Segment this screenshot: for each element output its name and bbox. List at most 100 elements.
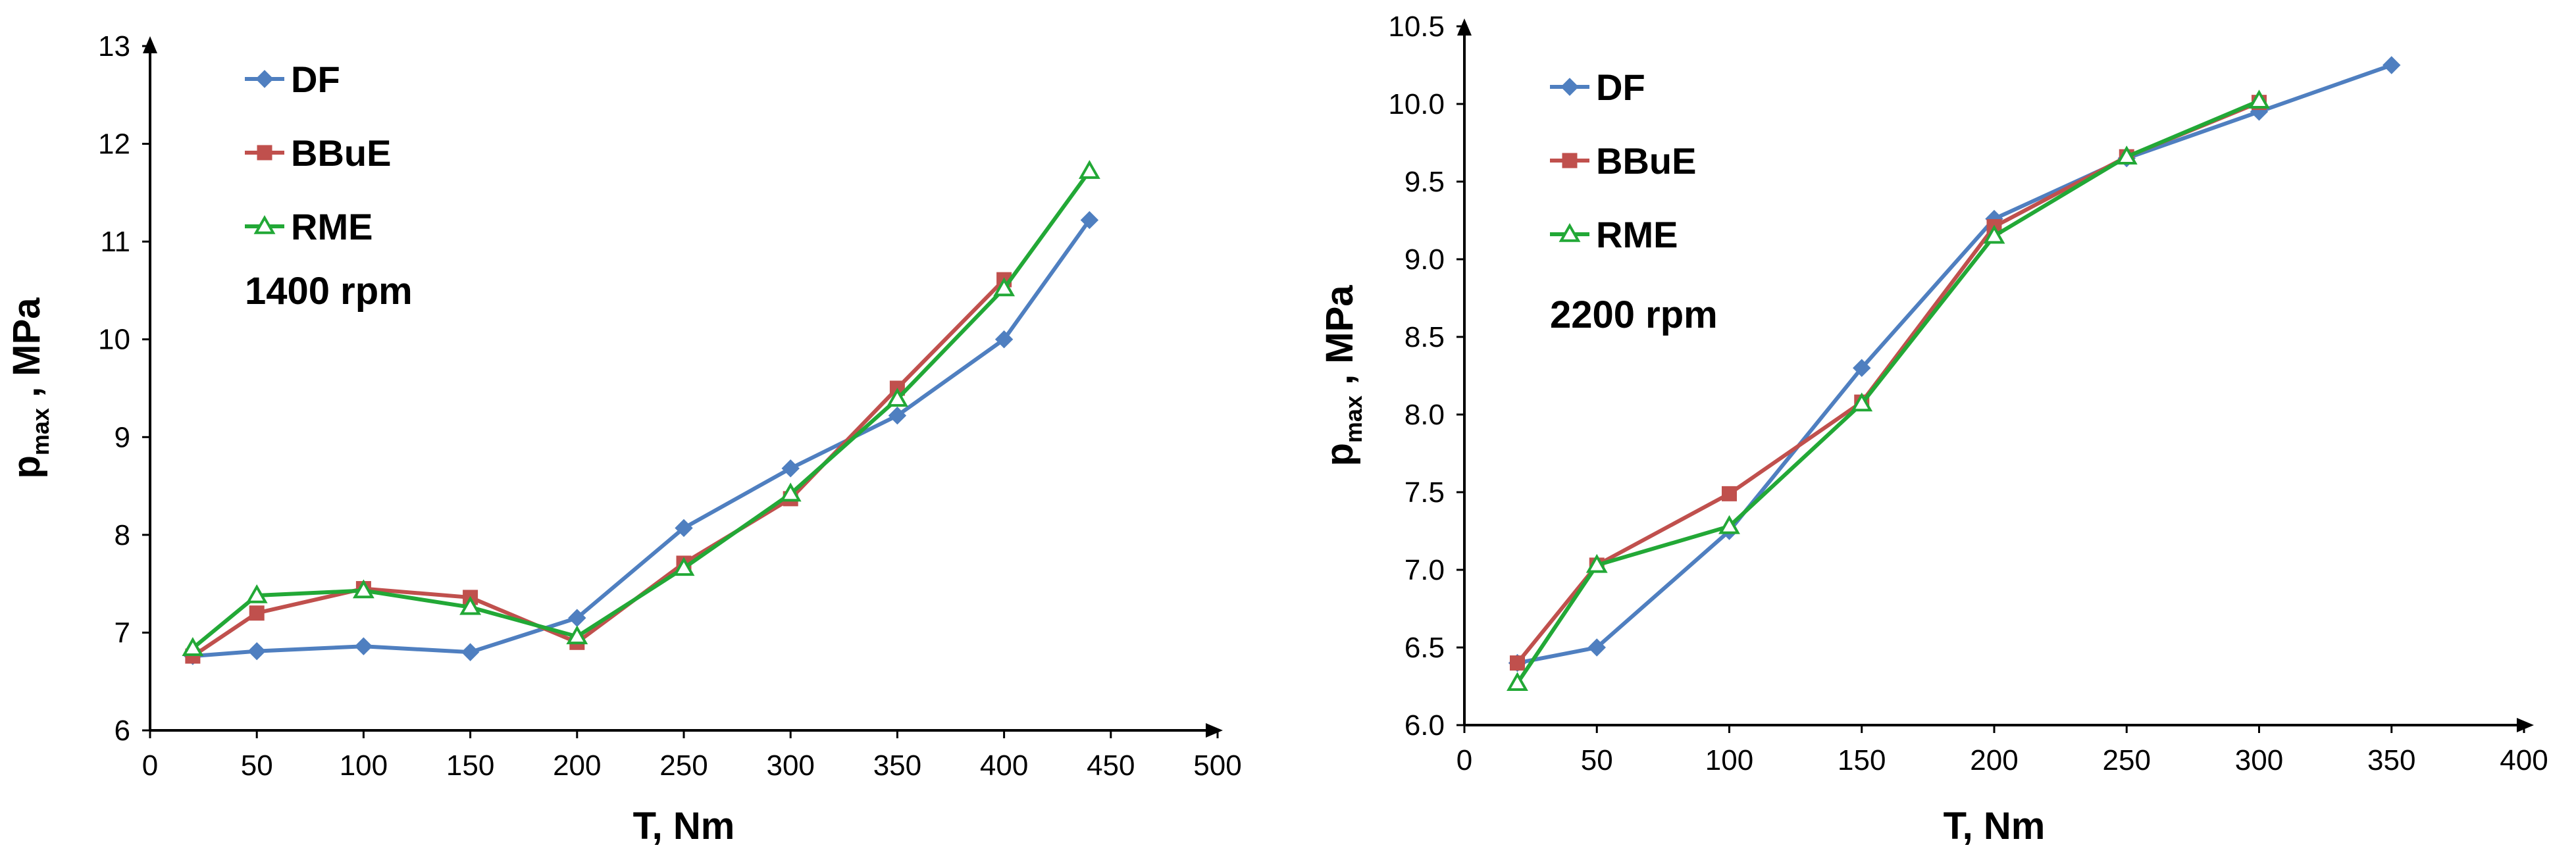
y-tick-label: 10 [98,324,130,356]
data-point-df [1587,638,1606,657]
series-rme [182,160,1100,656]
legend-item-bbue: BBuE [1550,140,1696,182]
data-point-rme [1718,515,1740,534]
data-point-rme [459,595,482,615]
legend-label: DF [291,59,340,100]
rpm-annotation: 1400 rpm [245,270,413,313]
x-tick-label: 0 [1456,744,1472,776]
data-point-bbue [249,605,265,621]
x-tick-label: 100 [1705,744,1753,776]
legend-label: BBuE [1596,140,1696,182]
data-point-df [461,643,480,661]
x-tick-label: 300 [766,749,814,782]
legend-label: RME [1596,214,1678,255]
legend-item-df: DF [245,59,340,100]
data-point-rme [1507,672,1528,692]
data-point-rme [993,277,1016,297]
y-tick-label: 8.0 [1404,399,1445,431]
y-tick-label: 10.5 [1388,11,1445,43]
x-tick-label: 200 [553,749,601,782]
data-point-df [675,519,693,538]
data-point-rme [779,482,802,502]
legend-item-rme: RME [1550,214,1678,255]
data-point-df [781,459,800,478]
data-point-rme [1078,160,1100,179]
data-point-rme [245,584,268,603]
data-point-rme [1983,224,2005,244]
y-tick-label: 6.0 [1404,709,1445,742]
data-point-rme [182,637,204,656]
y-tick-label: 8 [115,519,130,551]
data-point-df [1080,211,1099,230]
legend-label: BBuE [291,132,391,174]
series-rme [1507,89,2270,692]
data-point-df [1853,359,1871,377]
y-axis-arrowhead [143,36,157,53]
data-point-rme [886,388,908,407]
x-tick-label: 300 [2235,744,2283,776]
x-tick-label: 450 [1087,749,1135,782]
legend-marker [1560,78,1579,96]
legend-marker [253,215,276,234]
y-tick-label: 9.0 [1404,243,1445,276]
series-df [184,211,1099,665]
legend-marker [255,70,274,88]
data-point-rme [352,579,374,599]
x-tick-label: 200 [1970,744,2018,776]
x-tick-label: 400 [2500,744,2548,776]
data-point-bbue [1722,486,1737,501]
legend-item-bbue: BBuE [245,132,391,174]
x-tick-label: 0 [142,749,158,782]
legend-marker [1562,153,1578,168]
data-point-df [2383,56,2401,74]
x-tick-label: 250 [2103,744,2151,776]
data-point-rme [1585,553,1608,573]
legend-item-rme: RME [245,206,373,247]
data-point-rme [566,625,588,645]
data-point-df [247,642,266,661]
x-tick-label: 100 [340,749,388,782]
y-tick-label: 6 [115,715,130,747]
series-line-df [192,218,1091,659]
y-axis-label: pmax , MPa [1318,285,1367,467]
chart-2200-rpm: 0 50 100 150 200 250 300 350 400 6.0 6.5 7.0 7.5 8.0 8… [1318,11,2548,847]
x-tick-label: 150 [1838,744,1886,776]
x-tick-label: 350 [2367,744,2415,776]
legend-marker [1558,222,1581,242]
y-tick-label: 13 [98,30,130,63]
y-tick-label: 6.5 [1404,632,1445,664]
x-axis-label: T, Nm [1944,805,2046,847]
y-tick-label: 10.0 [1388,88,1445,120]
y-tick-label: 7.0 [1404,554,1445,586]
x-axis-label: T, Nm [633,805,735,847]
x-tick-label: 150 [446,749,494,782]
data-point-rme [673,557,695,576]
data-point-rme [1851,392,1873,412]
y-tick-label: 7.5 [1404,476,1445,509]
legend-item-df: DF [1550,66,1645,108]
y-tick-label: 8.5 [1404,321,1445,353]
series-line-df [1516,63,2392,665]
x-tick-label: 250 [659,749,708,782]
series-line-rme [191,170,1091,650]
data-point-df [888,406,907,425]
x-axis-arrowhead [2517,718,2534,732]
data-point-bbue [1510,655,1525,671]
data-point-rme [2248,89,2270,109]
x-tick-label: 400 [980,749,1028,782]
legend-label: RME [291,206,373,247]
x-tick-label: 50 [1581,744,1613,776]
data-point-rme [2115,145,2138,164]
y-tick-label: 7 [115,617,130,649]
chart-1400-rpm: 0 50 100 150 200 250 300 350 400 450 500 6 7 8 9 10 11 12… [5,30,1242,847]
y-tick-label: 9.5 [1404,166,1445,198]
y-tick-label: 12 [98,128,130,161]
y-tick-label: 11 [100,226,130,258]
data-point-df [994,330,1014,349]
x-tick-label: 500 [1193,749,1241,782]
x-axis-arrowhead [1206,723,1223,738]
data-point-df [354,637,373,655]
y-axis-label: pmax , MPa [5,297,54,479]
x-tick-label: 350 [873,749,921,782]
